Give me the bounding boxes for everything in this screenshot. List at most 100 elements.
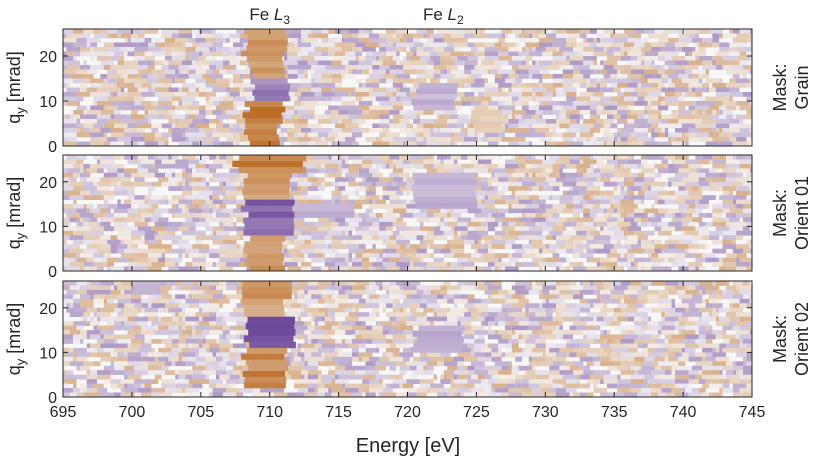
heatmap-feature: [247, 172, 292, 179]
x-tick-label: 705: [187, 404, 214, 421]
peak-label-fe-l3: Fe L3: [249, 5, 290, 27]
heatmap-feature: [414, 341, 463, 348]
heatmap-feature: [255, 84, 290, 90]
heatmap-feature: [416, 88, 457, 95]
heatmap-feature: [240, 50, 285, 57]
heatmap-feature: [245, 123, 278, 130]
heatmap-feature: [250, 78, 288, 85]
x-tick-label: 730: [532, 404, 559, 421]
heatmap-feature: [239, 155, 307, 162]
heatmap-feature: [414, 196, 477, 203]
heatmap-feature: [242, 112, 282, 119]
panel-orient-01: 0 10 20 qy [mrad] Mask: Orient 01: [4, 154, 812, 281]
heatmap-feature: [252, 89, 289, 96]
heatmap-feature: [418, 83, 458, 89]
heatmap-feature: [244, 241, 283, 248]
y-tick-label: 20: [39, 175, 57, 192]
y-tick-label: 0: [48, 390, 57, 407]
heatmap-feature: [243, 304, 285, 311]
y-tick-label: 10: [39, 219, 57, 236]
peak-label-fe-l2: Fe L2: [423, 5, 464, 27]
heatmap-feature: [418, 325, 465, 332]
heatmap-feature: [249, 140, 280, 146]
heatmap-feature: [411, 99, 455, 105]
heatmap-feature: [411, 184, 475, 191]
heatmap-feature: [412, 190, 476, 197]
heatmap-feature: [241, 353, 285, 360]
heatmap-feature: [414, 178, 477, 185]
heatmap-feature: [134, 281, 161, 288]
heatmap-feature: [246, 56, 283, 62]
heatmap-feature: [232, 160, 303, 168]
x-tick-label: 715: [325, 404, 352, 421]
heatmap-feature: [410, 347, 461, 353]
heatmap-feature: [242, 281, 292, 288]
heatmap-feature: [244, 183, 290, 190]
y-tick-label: 20: [39, 49, 57, 66]
mask-label: Mask: Orient 01: [770, 176, 812, 250]
heatmap-feature: [417, 336, 464, 342]
heatmap-cells: [63, 281, 752, 397]
x-tick-label: 720: [394, 404, 421, 421]
heatmap-feature: [248, 61, 284, 68]
heatmap-feature: [243, 229, 294, 236]
heatmap-feature: [413, 104, 456, 111]
heatmap-feature: [243, 217, 294, 224]
mask-label: Mask: Grain: [770, 63, 812, 111]
heatmap-feature: [248, 39, 288, 46]
heatmap-feature: [242, 292, 292, 300]
heatmap-feature: [248, 365, 288, 372]
heatmap-feature: [254, 95, 290, 102]
heatmap-feature: [250, 67, 285, 74]
heatmap-feature: [416, 202, 478, 209]
heatmap-feature: [247, 253, 284, 260]
heatmap-feature: [249, 341, 296, 349]
heatmap-cells: [63, 155, 752, 271]
heatmap-feature: [243, 129, 277, 135]
heatmap-feature: [294, 204, 355, 212]
heatmap-feature: [246, 45, 287, 51]
heatmap-feature: [250, 235, 286, 242]
x-tick-label: 740: [670, 404, 697, 421]
heatmap-feature: [244, 101, 283, 107]
x-axis-ticks: 695 700 705 710 715 720 725 730 735 740 745: [50, 404, 766, 421]
heatmap-feature: [238, 166, 306, 174]
heatmap-feature: [244, 29, 286, 35]
y-tick-label: 0: [48, 264, 57, 281]
heatmap-cells: [63, 29, 752, 146]
y-axis-label: qy [mrad]: [4, 51, 28, 124]
heatmap-feature: [244, 223, 295, 230]
heatmap-feature: [242, 286, 292, 294]
heatmap-feature: [245, 376, 287, 383]
y-axis-label: qy [mrad]: [4, 303, 28, 376]
heatmap-feature: [248, 329, 296, 336]
heatmap-feature: [478, 115, 506, 122]
heatmap-feature: [244, 335, 294, 342]
x-tick-label: 695: [50, 404, 77, 421]
heatmap-feature: [242, 370, 286, 377]
heatmap-feature: [243, 194, 290, 200]
heatmap-feature: [294, 210, 355, 218]
heatmap-feature: [245, 259, 283, 266]
y-tick-label: 10: [39, 345, 57, 362]
heatmap-feature: [473, 121, 503, 128]
x-tick-label: 725: [463, 404, 490, 421]
heatmap-feature: [250, 106, 286, 113]
x-tick-label: 745: [739, 404, 766, 421]
heatmap-feature: [244, 310, 285, 317]
heatmap-feature: [245, 199, 295, 206]
x-axis-label: Energy [eV]: [356, 435, 461, 457]
x-tick-label: 710: [256, 404, 283, 421]
panel-orient-02: 0 10 20 qy [mrad] Mask: Orient 02: [4, 280, 812, 407]
heatmap-feature: [474, 126, 503, 133]
heatmap-feature: [415, 93, 457, 100]
heatmap-feature: [412, 172, 476, 179]
panel-grain: 0 10 20 qy [mrad] Mask: Grain: [4, 28, 812, 156]
heatmap-feature: [253, 72, 286, 79]
heatmap-feature: [247, 134, 279, 141]
heatmap-feature: [243, 178, 290, 184]
y-axis-label: qy [mrad]: [4, 177, 28, 250]
heatmap-feature: [412, 331, 462, 337]
heatmap-feature: [246, 347, 288, 354]
